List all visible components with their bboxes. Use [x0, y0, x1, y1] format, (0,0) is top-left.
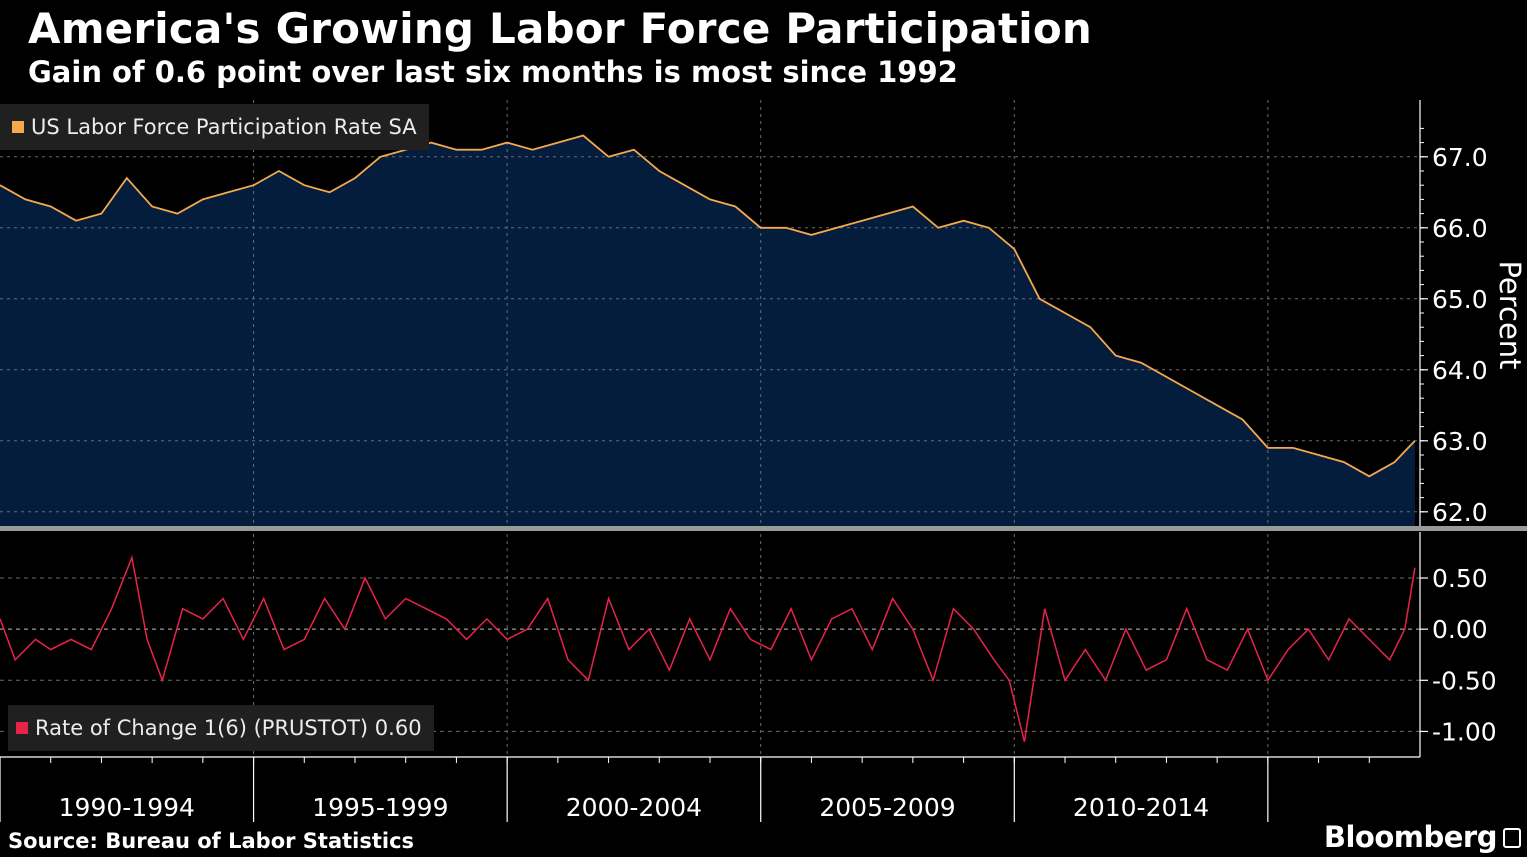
top-y-tick-label-4: 66.0: [1432, 214, 1488, 243]
legend-rate-of-change: Rate of Change 1(6) (PRUSTOT) 0.60: [8, 705, 434, 751]
participation-area: [0, 135, 1415, 526]
bottom-y-tick-label-2: -0.50: [1432, 666, 1497, 695]
top-y-tick-label-2: 64.0: [1432, 356, 1488, 385]
x-tick-label-0: 1990-1994: [59, 793, 195, 822]
x-tick-label-2: 2000-2004: [566, 793, 702, 822]
x-tick-label-1: 1995-1999: [312, 793, 448, 822]
bottom-y-tick-label-0: 0.50: [1432, 564, 1488, 593]
chart-subtitle: Gain of 0.6 point over last six months i…: [28, 55, 958, 89]
legend-label-participation: US Labor Force Participation Rate SA: [31, 115, 417, 139]
brand-mark-icon: [1503, 828, 1521, 848]
top-y-tick-label-5: 67.0: [1432, 143, 1488, 172]
legend-label-rate-of-change: Rate of Change 1(6) (PRUSTOT) 0.60: [35, 716, 422, 740]
top-y-tick-label-3: 65.0: [1432, 285, 1488, 314]
bottom-y-tick-label-3: -1.00: [1432, 717, 1497, 746]
bottom-y-tick-label-1: 0.00: [1432, 615, 1488, 644]
top-y-tick-label-1: 63.0: [1432, 427, 1488, 456]
rate-of-change-line: [0, 554, 1416, 742]
brand-logo: Bloomberg: [1323, 820, 1498, 854]
x-tick-label-4: 2010-2014: [1073, 793, 1209, 822]
x-tick-label-3: 2005-2009: [819, 793, 955, 822]
chart-title: America's Growing Labor Force Participat…: [28, 4, 1093, 53]
legend-participation-rate: US Labor Force Participation Rate SA: [0, 104, 429, 150]
legend-swatch-red: [16, 722, 28, 734]
legend-swatch-orange: [12, 121, 24, 133]
y-axis-label: Percent: [1493, 260, 1527, 369]
top-y-tick-label-0: 62.0: [1432, 498, 1488, 527]
panel-separator: [0, 526, 1527, 531]
participation-line: [0, 134, 1416, 478]
source-note: Source: Bureau of Labor Statistics: [8, 829, 415, 853]
